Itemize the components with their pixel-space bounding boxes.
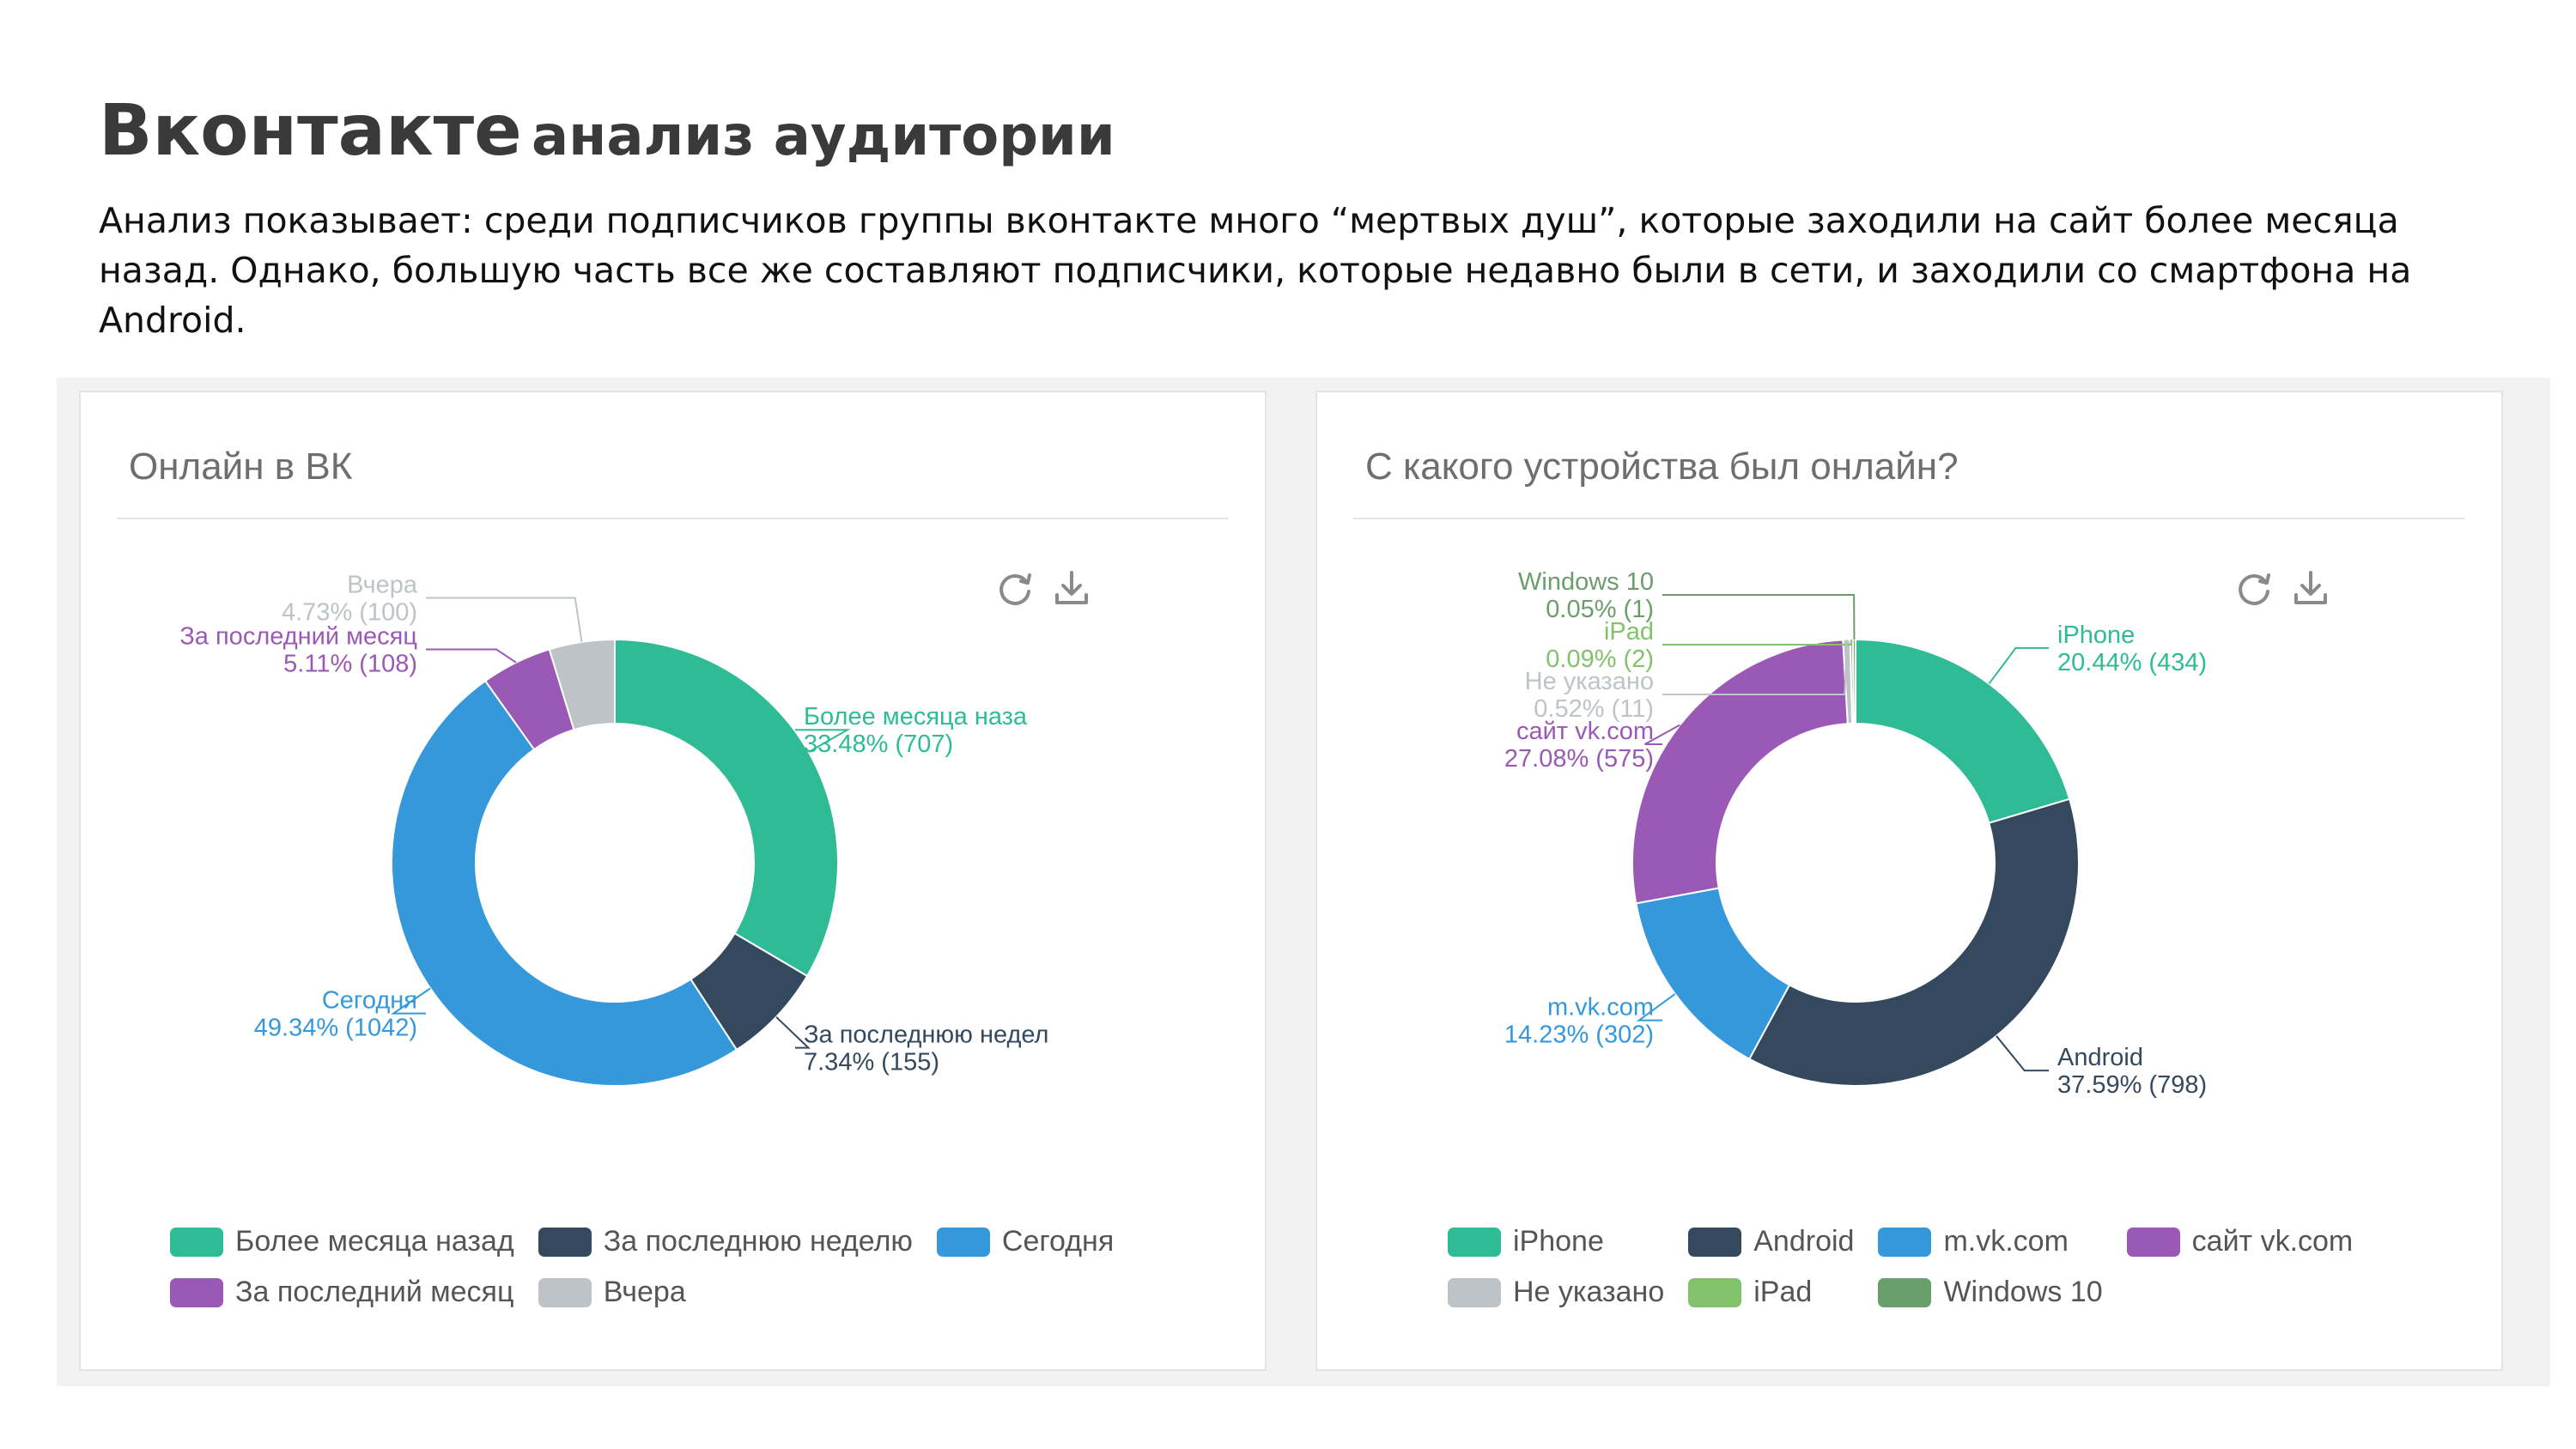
legend-item[interactable]: сайт vk.com [2126, 1225, 2354, 1258]
legend-item[interactable]: iPhone [1448, 1225, 1664, 1258]
legend-label: m.vk.com [1943, 1225, 2069, 1258]
legend-swatch [1448, 1277, 1501, 1307]
slice-label: iPhone [2057, 621, 2135, 649]
page-heading: Вконтакте анализ аудитории [99, 90, 1115, 172]
heading-brand: Вконтакте [99, 90, 522, 172]
leader-line [426, 648, 517, 664]
panel-title: С какого устройства был онлайн? [1365, 446, 1959, 488]
slice-label: Сегодня [322, 987, 417, 1015]
slice-value: 7.34% (155) [804, 1049, 939, 1076]
legend-swatch [2126, 1227, 2180, 1257]
slice-value: 5.11% (108) [283, 650, 417, 677]
slice-value: 14.23% (302) [1504, 1022, 1654, 1049]
slice-label: Более месяца наза [804, 703, 1028, 731]
legend-swatch [538, 1277, 592, 1307]
slice-value: 33.48% (707) [804, 731, 953, 758]
legend-label: За последний месяц [235, 1276, 514, 1308]
legend-label: Вчера [603, 1276, 686, 1308]
slice-3[interactable] [1631, 639, 1849, 905]
slice-label: Не указано [1525, 668, 1654, 695]
legend-item[interactable]: Более месяца назад [170, 1225, 514, 1258]
legend-item[interactable]: Не указано [1448, 1276, 1664, 1309]
leader-line [1636, 993, 1676, 1022]
slice-value: 37.59% (798) [2057, 1071, 2207, 1099]
leader-line [1662, 594, 1856, 640]
legend-item[interactable]: iPad [1688, 1276, 1854, 1309]
legend-item[interactable]: За последний месяц [170, 1276, 514, 1309]
slice-label: iPad [1604, 618, 1654, 646]
slice-4[interactable] [548, 638, 616, 731]
slice-6[interactable] [1851, 638, 1856, 725]
page-description: Анализ показывает: среди подписчиков гру… [99, 200, 2412, 341]
panel-title: Онлайн в ВК [129, 446, 353, 488]
slice-label: За последнюю недел [804, 1022, 1048, 1049]
slice-1[interactable] [1747, 797, 2080, 1087]
leader-line [1644, 724, 1680, 746]
panel-divider [1353, 518, 2465, 519]
download-icon[interactable] [1049, 566, 1094, 610]
slice-0[interactable] [614, 638, 839, 978]
slice-label: Вчера [347, 571, 418, 598]
slice-value: 0.05% (1) [1546, 596, 1654, 623]
legend-swatch [1448, 1227, 1501, 1257]
legend-item[interactable]: Сегодня [936, 1225, 1115, 1258]
legend-swatch [1878, 1277, 1932, 1307]
legend-label: Android [1753, 1225, 1855, 1258]
heading-subtitle: анализ аудитории [531, 105, 1115, 168]
legend-swatch [170, 1227, 223, 1257]
leader-line [1662, 640, 1848, 696]
slice-label: Windows 10 [1518, 568, 1654, 596]
leader-line [1988, 646, 2049, 685]
legend-item[interactable]: m.vk.com [1878, 1225, 2102, 1258]
panel-online-vk: Онлайн в ВК Более месяца наза 33.48% (707… [79, 391, 1267, 1371]
legend-item[interactable]: Android [1688, 1225, 1854, 1258]
slice-value: 0.52% (11) [1534, 695, 1654, 723]
legend-label: сайт vk.com [2191, 1225, 2354, 1258]
slice-value: 4.73% (100) [282, 598, 417, 626]
chart-legend: iPhone Android m.vk.com сайт vk.com Не указа… [1448, 1225, 2353, 1309]
legend-swatch [1878, 1227, 1932, 1257]
slice-label: сайт vk.com [1516, 718, 1654, 745]
panel-device: С какого устройства был онлайн? iPhone 20… [1315, 391, 2503, 1371]
panel-divider [117, 518, 1229, 519]
legend-swatch [1688, 1277, 1742, 1307]
legend-item[interactable]: За последнюю неделю [538, 1225, 913, 1258]
legend-label: Windows 10 [1943, 1276, 2103, 1308]
legend-label: iPad [1753, 1276, 1813, 1308]
slice-label: Android [2057, 1044, 2143, 1071]
refresh-icon[interactable] [2232, 566, 2276, 610]
legend-label: Более месяца назад [235, 1225, 514, 1258]
leader-line [795, 729, 851, 753]
refresh-icon[interactable] [993, 566, 1037, 610]
slice-value: 49.34% (1042) [254, 1015, 417, 1042]
legend-item[interactable]: Windows 10 [1878, 1276, 2103, 1309]
chart-legend: Более месяца назад За последнюю неделю Сег… [170, 1225, 1114, 1309]
legend-item[interactable]: Вчера [538, 1276, 913, 1309]
leader-line [426, 597, 583, 643]
leader-line [390, 987, 431, 1015]
slice-2[interactable] [391, 679, 738, 1088]
leader-line [1996, 1035, 2049, 1072]
leader-line [1662, 639, 1853, 646]
slice-value: 0.09% (2) [1546, 646, 1654, 673]
legend-swatch [1688, 1227, 1742, 1257]
legend-swatch [538, 1227, 592, 1257]
legend-swatch [170, 1277, 223, 1307]
slice-label: m.vk.com [1547, 994, 1654, 1022]
leader-line [775, 1016, 811, 1049]
slice-value: 27.08% (575) [1504, 745, 1654, 773]
legend-label: iPhone [1513, 1225, 1604, 1258]
legend-label: За последнюю неделю [603, 1225, 913, 1258]
slice-value: 20.44% (434) [2057, 649, 2207, 676]
legend-label: Сегодня [1001, 1225, 1115, 1258]
legend-label: Не указано [1513, 1276, 1665, 1308]
slice-label: За последний месяц [179, 622, 417, 650]
download-icon[interactable] [2288, 566, 2333, 610]
legend-swatch [936, 1227, 990, 1257]
slice-0[interactable] [1855, 638, 2071, 825]
